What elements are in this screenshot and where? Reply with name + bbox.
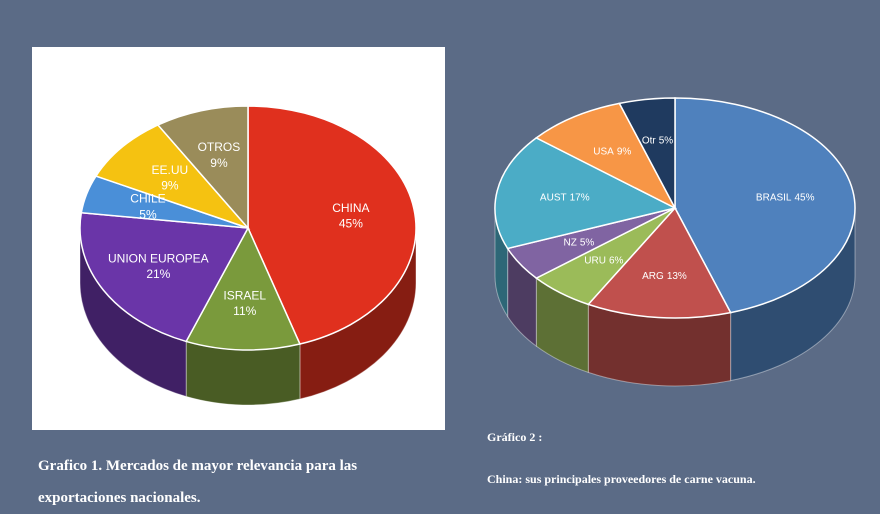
value-label: 45% (339, 217, 363, 231)
category-label: NZ (564, 237, 577, 248)
value-label: 45% (795, 192, 815, 203)
category-label: URU (584, 255, 606, 266)
category-label: UNION EUROPEA (108, 251, 209, 265)
category-label: AUST (540, 192, 567, 203)
slice-label: CHINA 45% (332, 201, 369, 231)
value-label: 13% (667, 271, 687, 282)
slice-label: BRASIL 45% (756, 192, 815, 203)
chart-2-subtitle: China: sus principales proveedores de ca… (487, 472, 756, 486)
slice-label: EE.UU 9% (152, 163, 189, 193)
category-label: ARG (642, 271, 664, 282)
pie-slice (586, 206, 732, 319)
pie-slice (674, 97, 856, 314)
slice-label: ARG 13% (642, 271, 687, 282)
pie-slice-side (185, 340, 301, 406)
value-label: 9% (210, 156, 228, 170)
pie-slice (79, 211, 250, 343)
slice-label: URU 6% (584, 255, 623, 266)
category-label: EE.UU (152, 163, 189, 177)
value-label: 9% (161, 179, 179, 193)
category-label: BRASIL (756, 192, 792, 203)
pie-slice (94, 124, 251, 230)
value-label: 5% (659, 135, 674, 146)
pie-slice (247, 105, 417, 345)
pie-slice (534, 102, 677, 210)
category-label: OTROS (198, 140, 241, 154)
value-label: 5% (139, 207, 157, 221)
slice-label: USA 9% (593, 146, 631, 157)
value-label: 5% (580, 237, 595, 248)
slice-label: NZ 5% (564, 237, 595, 248)
chart-2-title: Gráfico 2 : (487, 430, 543, 444)
category-label: ISRAEL (223, 289, 266, 303)
pie-slice (618, 97, 676, 209)
slice-label: UNION EUROPEA 21% (108, 251, 209, 281)
slice-label: ISRAEL 11% (223, 289, 266, 319)
slice-label: Otr 5% (642, 135, 673, 146)
value-label: 11% (233, 304, 256, 318)
value-label: 6% (609, 255, 624, 266)
value-label: 17% (570, 192, 590, 203)
category-label: CHILE (130, 192, 165, 206)
chart-1-caption: Grafico 1. Mercados de mayor relevancia … (38, 458, 358, 506)
slice-label: OTROS 9% (198, 140, 241, 170)
category-label: USA (593, 146, 614, 157)
slice-label: CHILE 5% (130, 192, 165, 222)
slice-label: AUST 17% (540, 192, 590, 203)
value-label: 21% (146, 267, 170, 281)
category-label: Otr (642, 135, 657, 146)
pie-slice (156, 105, 249, 230)
category-label: CHINA (332, 201, 369, 215)
pie-slice (494, 137, 678, 250)
value-label: 9% (617, 146, 632, 157)
pie-slice (185, 226, 301, 351)
